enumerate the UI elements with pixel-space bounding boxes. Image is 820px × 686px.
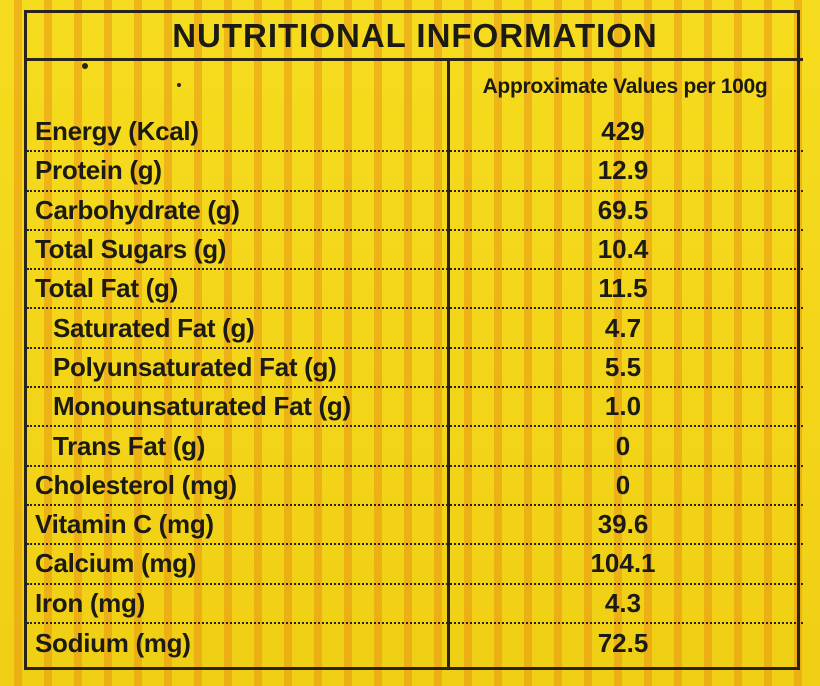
- nutrient-name: Total Sugars (g): [35, 234, 227, 265]
- nutrient-name: Saturated Fat (g): [53, 312, 255, 343]
- nutrient-row: Protein (g) 12.9: [27, 152, 803, 192]
- nutrient-row: Trans Fat (g) 0: [27, 427, 803, 467]
- nutrient-name: Trans Fat (g): [53, 430, 206, 461]
- nutrient-name: Carbohydrate (g): [35, 194, 240, 225]
- nutrient-name: Iron (mg): [35, 587, 145, 618]
- nutrient-row: Saturated Fat (g) 4.7: [27, 309, 803, 349]
- nutrient-row: Polyunsaturated Fat (g) 5.5: [27, 349, 803, 389]
- nutrient-value: 0: [615, 469, 631, 500]
- nutrient-value: 10.4: [597, 234, 649, 265]
- nutrient-value: 72.5: [597, 628, 649, 658]
- nutrient-name: Sodium (mg): [35, 628, 191, 658]
- nutrient-name: Protein (g): [35, 155, 162, 186]
- nutrient-value: 4.3: [604, 587, 642, 618]
- nutrient-rows: Energy (Kcal) 429 Protein (g) 12.9 Carbo…: [27, 113, 803, 663]
- print-speck: [82, 63, 88, 69]
- nutrient-value: 429: [601, 116, 645, 147]
- nutrient-value: 39.6: [597, 509, 649, 540]
- nutrient-row: Total Sugars (g) 10.4: [27, 231, 803, 271]
- nutrition-label: NUTRITIONAL INFORMATION Approximate Valu…: [24, 10, 803, 670]
- nutrient-row: Iron (mg) 4.3: [27, 585, 803, 624]
- nutrient-value: 12.9: [597, 155, 649, 186]
- nutrient-row: Cholesterol (mg) 0: [27, 467, 803, 506]
- nutrient-value: 5.5: [604, 351, 642, 382]
- nutrient-value: 0: [615, 430, 631, 461]
- nutrient-row: Carbohydrate (g) 69.5: [27, 192, 803, 231]
- nutrient-value: 4.7: [604, 312, 642, 343]
- nutrient-value: 11.5: [598, 273, 648, 304]
- nutrient-value: 1.0: [604, 391, 642, 422]
- nutrient-row: Monounsaturated Fat (g) 1.0: [27, 388, 803, 428]
- nutrient-row: Calcium (mg) 104.1: [27, 545, 803, 585]
- nutrient-name: Calcium (mg): [35, 548, 197, 579]
- nutrient-row: Energy (Kcal) 429: [27, 113, 803, 153]
- nutrient-name: Cholesterol (mg): [35, 469, 237, 500]
- nutrient-name: Vitamin C (mg): [35, 509, 214, 540]
- nutrient-value: 69.5: [597, 194, 649, 225]
- nutrient-row: Sodium (mg) 72.5: [27, 624, 803, 663]
- nutrient-name: Total Fat (g): [35, 273, 178, 304]
- nutrient-value: 104.1: [590, 548, 656, 579]
- nutrient-name: Monounsaturated Fat (g): [53, 391, 351, 422]
- print-speck: [177, 83, 181, 87]
- nutrient-name: Energy (Kcal): [35, 116, 199, 147]
- nutrient-row: Total Fat (g) 11.5: [27, 270, 803, 310]
- label-title: NUTRITIONAL INFORMATION: [27, 13, 803, 61]
- nutrient-name: Polyunsaturated Fat (g): [53, 351, 337, 382]
- column-header: Approximate Values per 100g: [482, 75, 768, 98]
- nutrient-row: Vitamin C (mg) 39.6: [27, 506, 803, 546]
- column-divider: [447, 61, 450, 667]
